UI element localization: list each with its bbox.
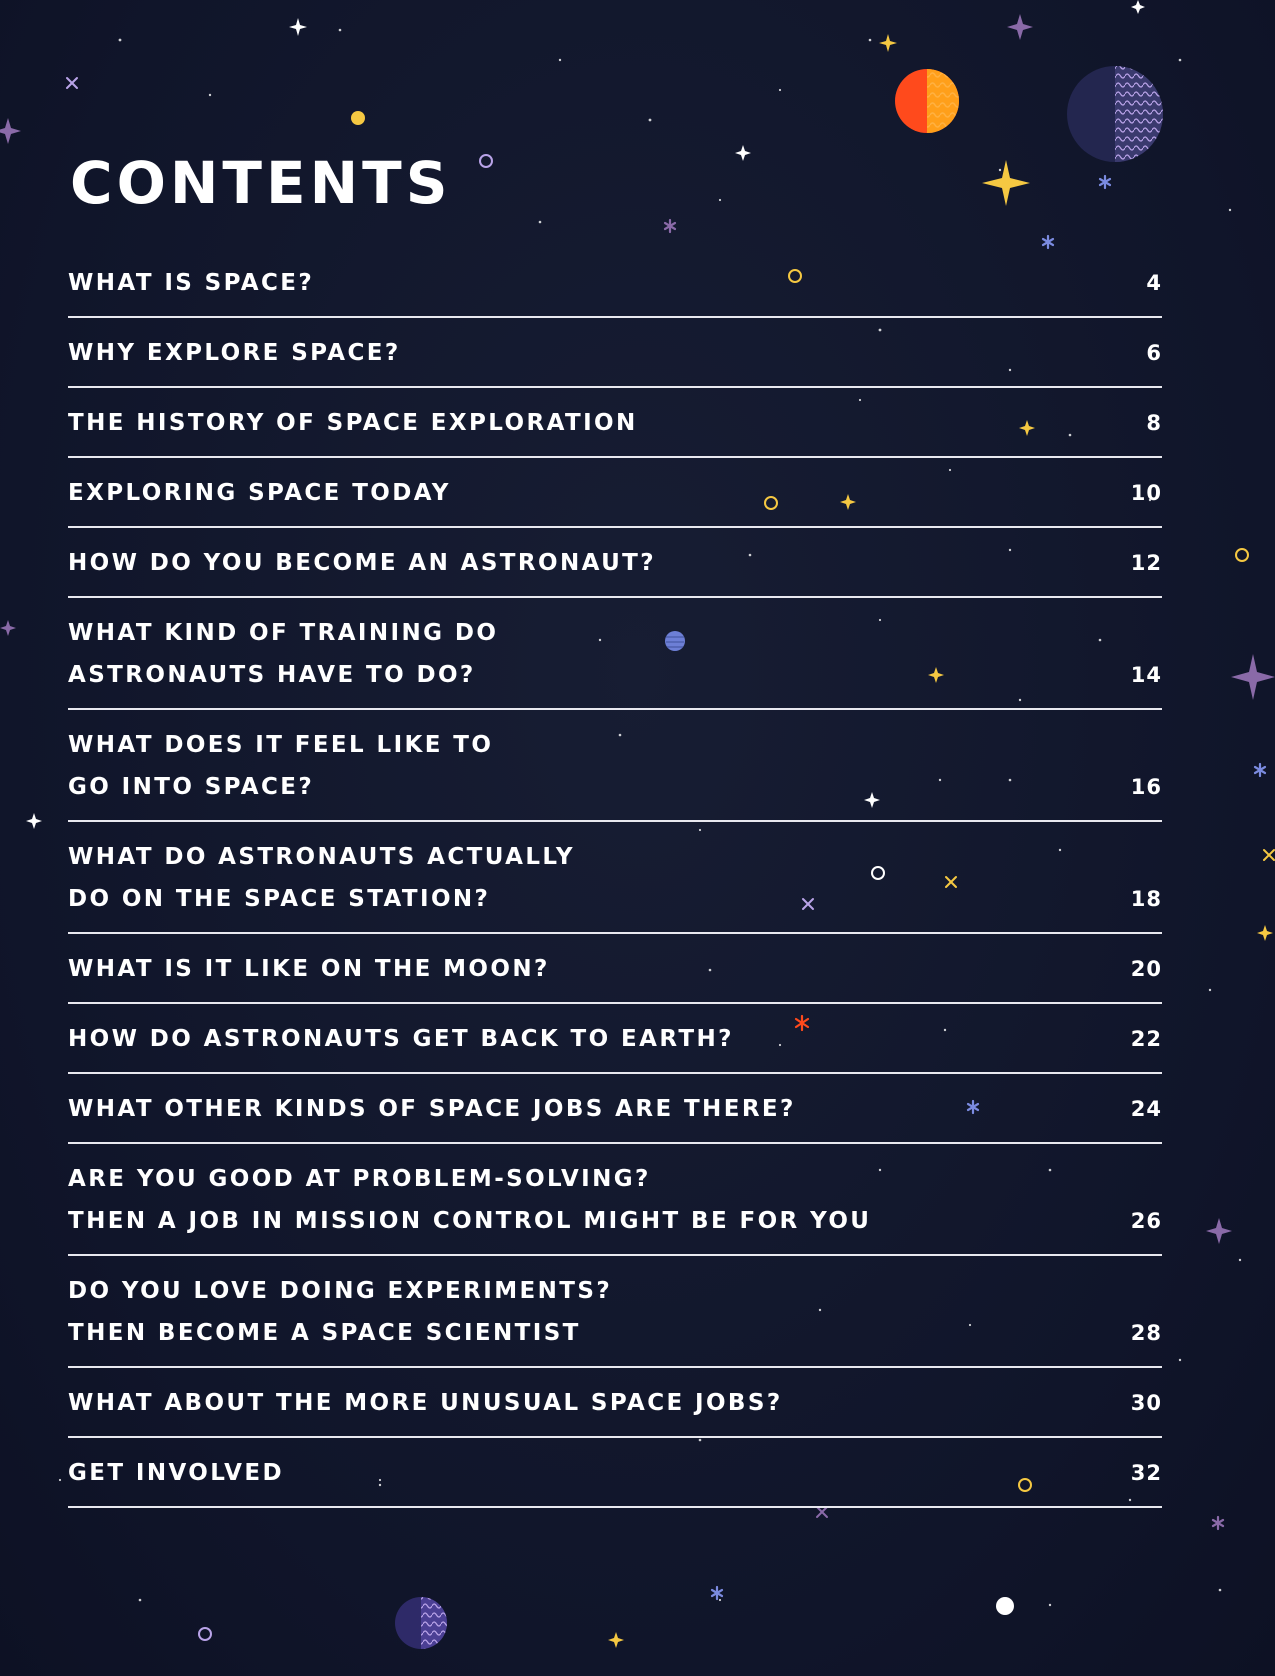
toc-entry-page-number: 6: [1146, 341, 1162, 365]
toc-entry[interactable]: EXPLORING SPACE TODAY 10: [68, 458, 1162, 528]
toc-entry-page-number: 14: [1130, 663, 1162, 687]
toc-entry[interactable]: ARE YOU GOOD AT PROBLEM-SOLVING? THEN A …: [68, 1144, 1162, 1256]
toc-entry-title: WHAT OTHER KINDS OF SPACE JOBS ARE THERE…: [68, 1096, 796, 1122]
toc-entry-title: WHY EXPLORE SPACE?: [68, 340, 401, 366]
toc-entry-page-number: 18: [1130, 887, 1162, 911]
red-planet: [895, 69, 959, 133]
toc-entry-page-number: 12: [1130, 551, 1162, 575]
toc-entry-title: WHAT IS IT LIKE ON THE MOON?: [68, 956, 550, 982]
toc-entry-title: WHAT DO ASTRONAUTS ACTUALLY DO ON THE SP…: [68, 844, 575, 912]
toc-entry-page-number: 22: [1130, 1027, 1162, 1051]
toc-entry[interactable]: WHY EXPLORE SPACE? 6: [68, 318, 1162, 388]
toc-entry-page-number: 28: [1130, 1321, 1162, 1345]
toc-entry-title: WHAT DOES IT FEEL LIKE TO GO INTO SPACE?: [68, 732, 494, 800]
toc-entry-page-number: 30: [1130, 1391, 1162, 1415]
toc-entry[interactable]: HOW DO YOU BECOME AN ASTRONAUT? 12: [68, 528, 1162, 598]
toc-entry[interactable]: HOW DO ASTRONAUTS GET BACK TO EARTH? 22: [68, 1004, 1162, 1074]
toc-entry-page-number: 10: [1130, 481, 1162, 505]
toc-entry-page-number: 32: [1130, 1461, 1162, 1485]
toc-entry[interactable]: WHAT DOES IT FEEL LIKE TO GO INTO SPACE?…: [68, 710, 1162, 822]
toc-entry-page-number: 24: [1130, 1097, 1162, 1121]
toc-entry[interactable]: DO YOU LOVE DOING EXPERIMENTS? THEN BECO…: [68, 1256, 1162, 1368]
toc-entry-page-number: 26: [1130, 1209, 1162, 1233]
toc-entry-title: HOW DO ASTRONAUTS GET BACK TO EARTH?: [68, 1026, 734, 1052]
toc-entry-title: THE HISTORY OF SPACE EXPLORATION: [68, 410, 638, 436]
toc-entry-title: WHAT IS SPACE?: [68, 270, 315, 296]
toc-entry[interactable]: GET INVOLVED 32: [68, 1438, 1162, 1508]
toc-entry-title: HOW DO YOU BECOME AN ASTRONAUT?: [68, 550, 657, 576]
table-of-contents: WHAT IS SPACE? 4 WHY EXPLORE SPACE? 6 THE HI…: [68, 248, 1162, 1508]
toc-entry-title: EXPLORING SPACE TODAY: [68, 480, 451, 506]
toc-entry[interactable]: WHAT KIND OF TRAINING DO ASTRONAUTS HAVE…: [68, 598, 1162, 710]
toc-entry[interactable]: WHAT ABOUT THE MORE UNUSUAL SPACE JOBS? 3…: [68, 1368, 1162, 1438]
toc-entry-page-number: 20: [1130, 957, 1162, 981]
purple-planet: [395, 1597, 447, 1649]
toc-entry-title: DO YOU LOVE DOING EXPERIMENTS? THEN BECO…: [68, 1278, 613, 1346]
toc-entry[interactable]: WHAT OTHER KINDS OF SPACE JOBS ARE THERE…: [68, 1074, 1162, 1144]
toc-entry-page-number: 16: [1130, 775, 1162, 799]
toc-entry-page-number: 4: [1146, 271, 1162, 295]
toc-entry-title: WHAT ABOUT THE MORE UNUSUAL SPACE JOBS?: [68, 1390, 783, 1416]
toc-entry-page-number: 8: [1146, 411, 1162, 435]
page-title: CONTENTS: [70, 149, 452, 217]
toc-entry[interactable]: WHAT IS SPACE? 4: [68, 248, 1162, 318]
toc-entry-title: GET INVOLVED: [68, 1460, 284, 1486]
toc-entry[interactable]: WHAT DO ASTRONAUTS ACTUALLY DO ON THE SP…: [68, 822, 1162, 934]
toc-entry-title: ARE YOU GOOD AT PROBLEM-SOLVING? THEN A …: [68, 1166, 872, 1234]
toc-entry[interactable]: THE HISTORY OF SPACE EXPLORATION 8: [68, 388, 1162, 458]
toc-entry[interactable]: WHAT IS IT LIKE ON THE MOON? 20: [68, 934, 1162, 1004]
toc-entry-title: WHAT KIND OF TRAINING DO ASTRONAUTS HAVE…: [68, 620, 499, 688]
navy-planet: [1067, 66, 1163, 162]
